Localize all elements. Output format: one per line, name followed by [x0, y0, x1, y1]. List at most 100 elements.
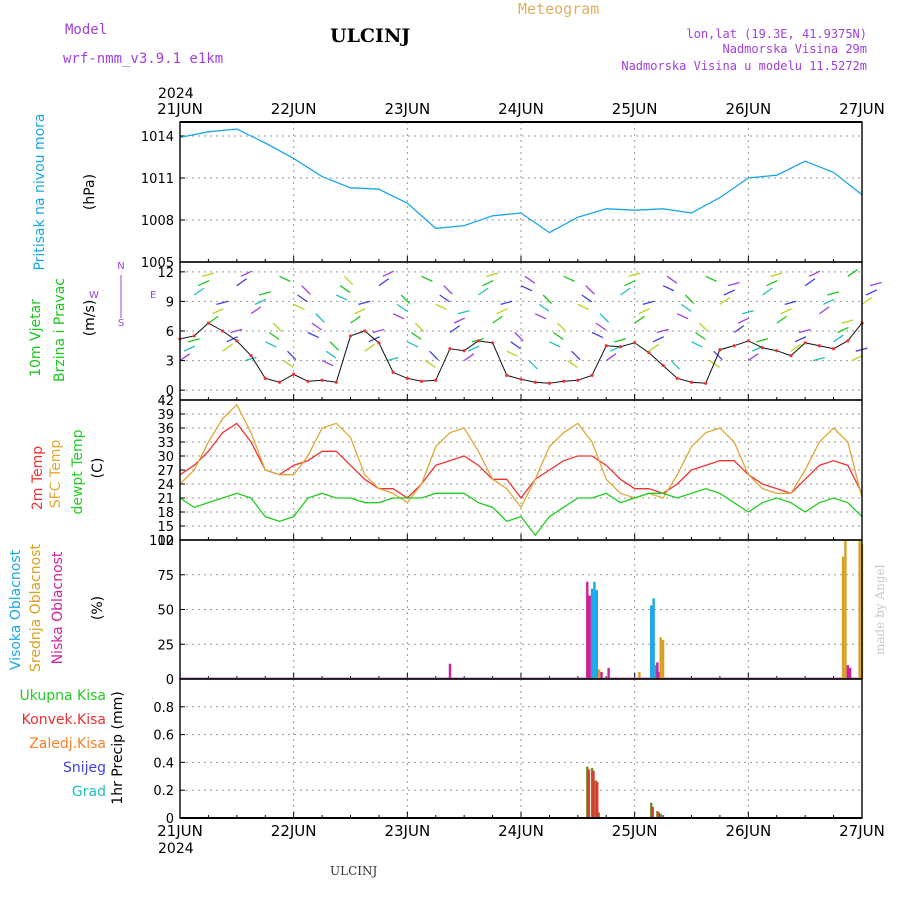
wind-barb: [841, 319, 854, 324]
wind-barb: [297, 294, 308, 303]
wind-barb: [776, 315, 787, 324]
wind-barb: [329, 341, 340, 351]
x-tick-label-bottom: 27JUN: [839, 822, 885, 840]
wind-barb: [784, 300, 797, 306]
wind-barb: [315, 313, 325, 323]
wind-barb: [435, 303, 447, 311]
data-point: [633, 341, 637, 345]
wind-barb: [538, 303, 550, 312]
wind-barb: [396, 303, 408, 312]
axis-label-low-cloud: Niska Oblacnost: [50, 551, 66, 664]
data-point: [462, 349, 466, 353]
wind-barb: [236, 278, 248, 287]
wind-barb: [336, 294, 348, 301]
wind-barb: [648, 343, 660, 352]
wind-barb: [563, 275, 575, 282]
wind-barb: [226, 336, 238, 343]
wind-barb: [514, 332, 524, 342]
wind-barb: [595, 322, 607, 331]
wind-barb: [321, 359, 334, 367]
wind-barb: [628, 272, 641, 277]
y-tick-label: 30: [157, 450, 174, 465]
data-point: [604, 344, 608, 348]
wind-barb: [741, 310, 754, 315]
wind-barb: [378, 278, 390, 287]
axis-label-wind: 10m Vjetar: [28, 299, 44, 377]
x-tick-label-top: 25JUN: [612, 100, 658, 118]
panel-frame: [179, 121, 863, 263]
x-tick-label-top: 23JUN: [384, 100, 430, 118]
y-tick-label: 33: [157, 436, 174, 451]
wind-barb: [240, 270, 252, 277]
wind-barb: [723, 289, 736, 296]
wind-barb: [798, 328, 811, 334]
data-point: [533, 380, 537, 384]
wind-barb: [429, 350, 439, 361]
bar: [595, 590, 598, 679]
data-point: [562, 379, 566, 383]
wind-barb: [837, 326, 849, 334]
elevation-text: Nadmorska Visina 29m: [723, 42, 868, 56]
y-tick-label: 25: [157, 638, 174, 653]
wind-barb: [865, 289, 878, 296]
wind-barb: [500, 300, 513, 306]
wind-barb: [222, 343, 233, 352]
axis-label-precip: 1hr Precip (mm): [110, 691, 126, 804]
bar: [841, 556, 845, 679]
data-point: [803, 341, 807, 345]
wind-barb: [350, 315, 361, 324]
app-title: Meteogram: [518, 0, 599, 18]
data-point: [618, 345, 623, 349]
wind-barb: [492, 315, 503, 324]
data-point: [334, 380, 338, 384]
data-point: [363, 329, 367, 333]
model-name: wrf-nmm_v3.9.1 e1km: [63, 51, 223, 67]
y-tick-label: 12: [157, 534, 174, 549]
data-point: [704, 381, 708, 385]
y-tick-label: 24: [157, 478, 174, 493]
wind-barb: [453, 317, 466, 324]
wind-barb: [656, 328, 669, 334]
bar: [600, 672, 603, 679]
series-line: [179, 128, 863, 234]
data-point: [775, 349, 779, 353]
precip-legend-item: Grad: [72, 784, 106, 800]
bar: [844, 540, 847, 679]
axis-label-high-cloud: Visoka Oblacnost: [8, 549, 24, 670]
wind-barb: [666, 275, 678, 284]
wind-barb: [699, 322, 709, 333]
data-point: [831, 347, 836, 351]
wind-barb: [392, 313, 405, 320]
bar: [657, 672, 660, 679]
y-tick-label: 0: [166, 812, 174, 827]
bar: [650, 802, 653, 818]
bar: [594, 780, 598, 818]
wind-barb: [577, 303, 589, 311]
y-tick-label: 0.8: [153, 701, 174, 716]
data-point: [476, 339, 480, 343]
bar: [607, 667, 610, 679]
data-point: [306, 379, 310, 383]
wind-barb: [520, 285, 533, 292]
wind-barb: [193, 287, 205, 296]
y-tick-label: 18: [157, 506, 174, 521]
wind-barb: [709, 360, 720, 368]
wind-barb: [553, 331, 564, 340]
bar: [846, 665, 849, 679]
x-tick-label-bottom: 24JUN: [498, 822, 544, 840]
wind-barb: [794, 336, 807, 343]
data-point: [419, 379, 424, 383]
wind-barb: [482, 279, 494, 287]
x-tick-label-bottom: 25JUN: [612, 822, 658, 840]
x-tick-label-bottom: 22JUN: [271, 822, 317, 840]
y-tick-label: 9: [166, 295, 174, 310]
wind-barb: [457, 310, 470, 315]
wind-barb: [244, 356, 257, 362]
bar: [661, 640, 665, 679]
wind-barb: [642, 300, 655, 306]
wind-barb: [449, 325, 461, 334]
wind-barb: [212, 308, 224, 315]
data-point: [576, 378, 580, 382]
y-tick-label: 50: [157, 604, 174, 619]
